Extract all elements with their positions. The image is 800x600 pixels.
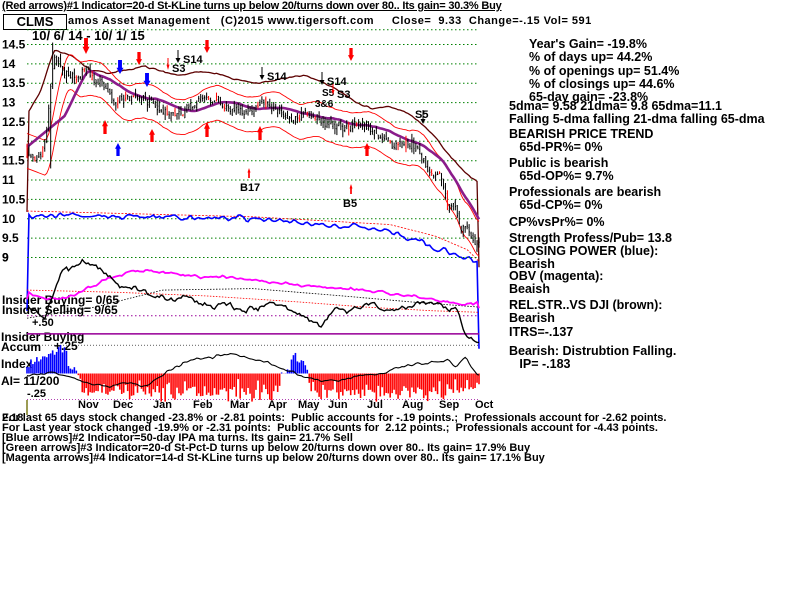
svg-text:S3: S3 xyxy=(337,89,350,101)
svg-text:13: 13 xyxy=(2,96,16,110)
svg-text:3&6: 3&6 xyxy=(315,99,334,110)
svg-text:9.5: 9.5 xyxy=(2,231,19,245)
svg-text:13.5: 13.5 xyxy=(2,76,26,90)
svg-text:12: 12 xyxy=(2,134,16,148)
svg-text:+.50: +.50 xyxy=(32,317,54,329)
svg-text:14.5: 14.5 xyxy=(2,38,26,52)
svg-text:-.25: -.25 xyxy=(27,388,46,400)
svg-text:S14: S14 xyxy=(267,71,287,83)
svg-text:S14: S14 xyxy=(183,54,203,66)
svg-text:S5: S5 xyxy=(415,109,428,121)
svg-text:12.5: 12.5 xyxy=(2,115,26,129)
svg-text:B17: B17 xyxy=(240,182,260,194)
svg-text:S14: S14 xyxy=(327,76,347,88)
svg-text:9: 9 xyxy=(2,251,9,265)
svg-text:B5: B5 xyxy=(343,198,357,210)
svg-text:10: 10 xyxy=(2,212,16,226)
svg-text:10.5: 10.5 xyxy=(2,192,26,206)
svg-text:14: 14 xyxy=(2,57,16,71)
svg-text:11.5: 11.5 xyxy=(2,154,25,168)
svg-text:11: 11 xyxy=(2,173,15,187)
